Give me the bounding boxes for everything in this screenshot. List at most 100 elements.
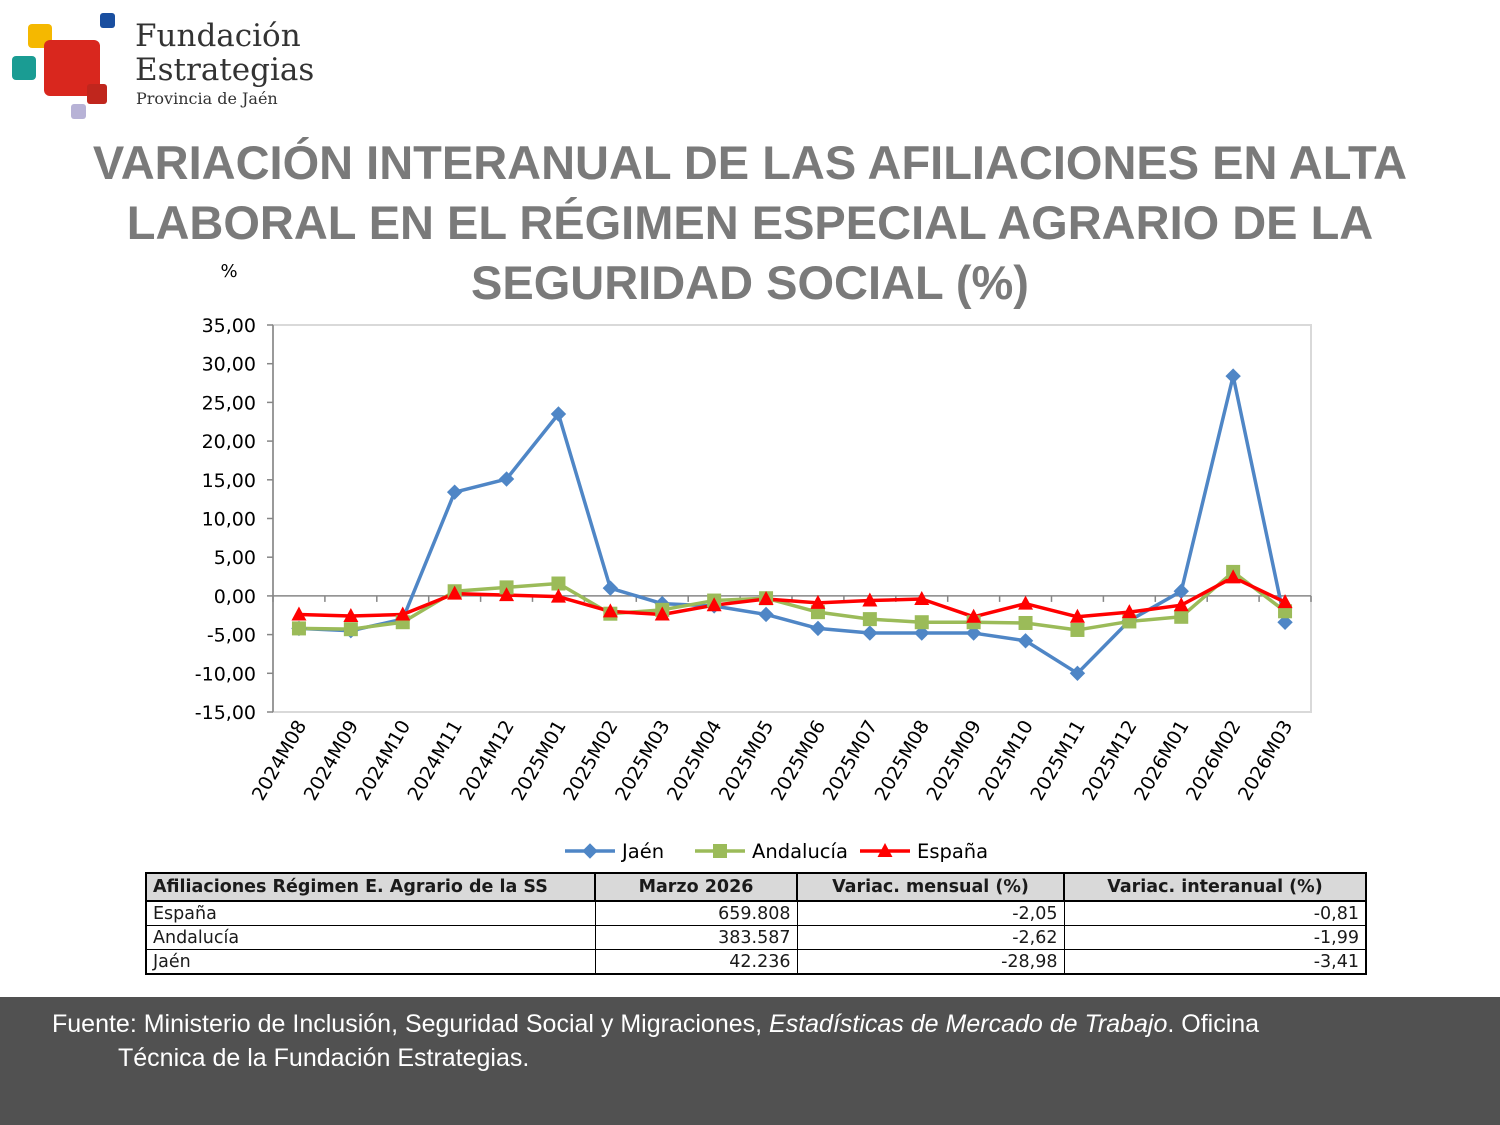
legend-label: Andalucía xyxy=(752,840,848,863)
source-footer: Fuente: Ministerio de Inclusión, Segurid… xyxy=(0,997,1500,1125)
y-tick-label: 30,00 xyxy=(202,354,256,376)
y-tick-label: -5,00 xyxy=(207,625,256,647)
page-title: VARIACIÓN INTERANUAL DE LAS AFILIACIONES… xyxy=(0,133,1500,313)
table-header-cell: Variac. interanual (%) xyxy=(1063,872,1367,902)
table-cell: Andalucía xyxy=(145,925,596,950)
data-point xyxy=(550,588,566,603)
table-row: Andalucía 383.587 -2,62 -1,99 xyxy=(145,925,1367,950)
table-header-cell: Marzo 2026 xyxy=(594,872,798,902)
data-point xyxy=(291,621,306,636)
title-line-1: VARIACIÓN INTERANUAL DE LAS AFILIACIONES… xyxy=(92,136,1408,189)
data-point xyxy=(291,606,307,621)
logo-square-blue xyxy=(100,13,115,28)
y-axis-label: % xyxy=(220,261,237,282)
series-line-España xyxy=(298,575,1286,619)
table-cell: -2,62 xyxy=(796,925,1065,950)
plot-area xyxy=(272,324,1312,713)
data-point xyxy=(551,576,566,591)
table-cell: -28,98 xyxy=(796,949,1065,975)
data-point xyxy=(862,612,877,627)
y-tick-label: 15,00 xyxy=(202,470,256,492)
table-header-row: Afiliaciones Régimen E. Agrario de la SS… xyxy=(145,872,1367,902)
table-cell: -0,81 xyxy=(1063,900,1367,926)
logo-square-teal xyxy=(12,56,36,80)
data-point xyxy=(965,625,982,641)
data-point xyxy=(446,484,463,500)
source-line-2: Técnica de la Fundación Estrategias. xyxy=(118,1044,530,1072)
logo-square-red xyxy=(44,40,100,96)
table-cell: España xyxy=(145,900,596,926)
data-point xyxy=(914,590,930,605)
source-publication: Estadísticas de Mercado de Trabajo xyxy=(769,1010,1168,1038)
table-cell: -3,41 xyxy=(1063,949,1367,975)
data-point xyxy=(810,594,826,609)
table-cell: -2,05 xyxy=(796,900,1065,926)
table-header-cell: Afiliaciones Régimen E. Agrario de la SS xyxy=(145,872,596,902)
data-point xyxy=(1017,633,1034,649)
data-point xyxy=(862,592,878,607)
y-tick-label: 0,00 xyxy=(214,586,256,608)
data-point xyxy=(1174,609,1189,624)
data-point xyxy=(758,606,774,623)
data-point xyxy=(1121,604,1137,619)
data-point xyxy=(498,471,515,487)
table-cell: -1,99 xyxy=(1063,925,1367,950)
legend-marker xyxy=(713,844,727,858)
data-point xyxy=(1070,622,1085,637)
y-tick-label: 35,00 xyxy=(202,315,256,337)
table-cell: 42.236 xyxy=(594,949,798,975)
logo-square-lilac xyxy=(71,104,86,119)
logo-text-fundacion: Fundación xyxy=(135,18,301,54)
data-point xyxy=(602,580,619,596)
data-point xyxy=(1277,594,1293,609)
source-suffix: . Oficina xyxy=(1167,1010,1260,1038)
legend-label: Jaén xyxy=(620,840,664,863)
y-tick-label: 25,00 xyxy=(202,392,256,414)
logo-mark xyxy=(12,13,115,119)
data-point xyxy=(499,587,515,602)
data-point xyxy=(1069,665,1086,682)
logo-text-provincia: Provincia de Jaén xyxy=(136,89,278,108)
data-point xyxy=(862,625,878,641)
data-point xyxy=(810,620,826,637)
data-point xyxy=(758,590,774,605)
y-tick-label: -15,00 xyxy=(195,702,256,724)
data-point xyxy=(1225,368,1241,384)
data-point xyxy=(1173,597,1189,612)
data-point xyxy=(706,597,722,612)
table-header-cell: Variac. mensual (%) xyxy=(796,872,1065,902)
data-point xyxy=(550,406,567,422)
data-point xyxy=(343,622,358,637)
data-point xyxy=(343,608,359,623)
series-line-Jaén xyxy=(298,374,1287,676)
data-point xyxy=(1018,595,1034,610)
data-point xyxy=(654,606,670,621)
logo-square-darkred xyxy=(87,84,107,104)
data-table: Afiliaciones Régimen E. Agrario de la SS… xyxy=(145,872,1367,975)
table-cell: 659.808 xyxy=(594,900,798,926)
data-point xyxy=(914,615,929,630)
table-cell: Jaén xyxy=(145,949,596,975)
title-line-3: SEGURIDAD SOCIAL (%) xyxy=(471,256,1029,309)
series-line-Andalucía xyxy=(298,570,1287,632)
data-point xyxy=(914,625,930,641)
data-point xyxy=(1225,569,1241,584)
legend-marker xyxy=(582,843,598,859)
y-tick-label: 20,00 xyxy=(202,431,256,453)
line-chart: % 35,00 30,00 25,00 20,00 15,00 10,00 5,00 0,00 -… xyxy=(195,261,1312,863)
table-cell: 383.587 xyxy=(594,925,798,950)
table-row: Jaén 42.236 -28,98 -3,41 xyxy=(145,949,1367,975)
data-point xyxy=(966,608,982,623)
data-point xyxy=(1018,615,1033,630)
data-point xyxy=(395,606,411,621)
y-tick-label: 5,00 xyxy=(214,547,256,569)
table-row: España 659.808 -2,05 -0,81 xyxy=(145,900,1367,926)
data-point xyxy=(602,603,618,618)
data-point xyxy=(1277,614,1293,631)
logo xyxy=(10,10,330,122)
title-line-2: LABORAL EN EL RÉGIMEN ESPECIAL AGRARIO D… xyxy=(126,196,1374,249)
legend-label: España xyxy=(917,840,988,863)
y-tick-label: 10,00 xyxy=(202,509,256,531)
logo-text-estrategias: Estrategias xyxy=(135,52,315,88)
source-prefix: Fuente: Ministerio de Inclusión, Segurid… xyxy=(52,1010,770,1038)
